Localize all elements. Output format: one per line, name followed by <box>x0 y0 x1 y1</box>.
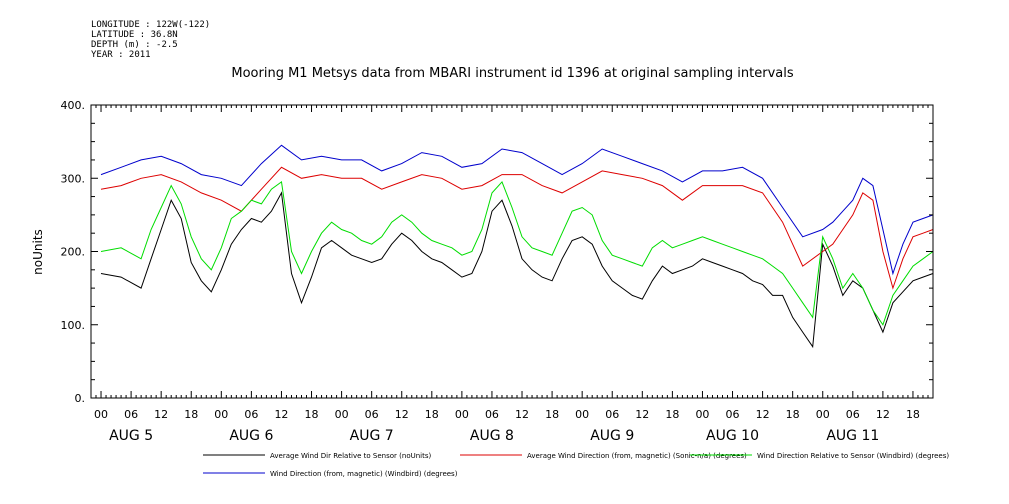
meta-depth: DEPTH (m) : -2.5 <box>91 40 178 50</box>
x-hour-label: 18 <box>786 408 800 421</box>
plot-frame <box>90 104 934 399</box>
x-hour-label: 00 <box>816 408 830 421</box>
x-hour-label: 12 <box>756 408 770 421</box>
x-hour-label: 06 <box>846 408 860 421</box>
x-hour-label: 12 <box>876 408 890 421</box>
x-hour-label: 12 <box>635 408 649 421</box>
x-hour-label: 06 <box>365 408 379 421</box>
x-hour-label: 18 <box>545 408 559 421</box>
legend-label-4: Wind Direction (from, magnetic) (Windbir… <box>270 470 458 478</box>
x-hour-label: 00 <box>575 408 589 421</box>
x-hour-label: 18 <box>425 408 439 421</box>
x-hour-label: 12 <box>274 408 288 421</box>
y-tick-label: 400. <box>61 99 86 112</box>
x-hour-label: 12 <box>515 408 529 421</box>
y-tick-label: 0. <box>75 392 86 405</box>
y-tick-label: 300. <box>61 172 86 185</box>
legend-label-3: Wind Direction Relative to Sensor (Windb… <box>757 452 949 460</box>
series-line-3 <box>100 180 934 326</box>
y-tick-label: 100. <box>61 319 86 332</box>
legend: Average Wind Dir Relative to Sensor (noU… <box>203 452 949 478</box>
y-axis: 0. 100. 200. 300. 400. <box>61 99 933 405</box>
y-axis-label: noUnits <box>31 229 45 275</box>
x-day-label: AUG 8 <box>470 428 514 444</box>
x-hour-label: 06 <box>244 408 258 421</box>
series-line-4 <box>100 144 934 276</box>
x-day-label: AUG 11 <box>826 428 879 444</box>
x-hour-label: 00 <box>335 408 349 421</box>
x-hour-label: 18 <box>184 408 198 421</box>
legend-label-2: Average Wind Direction (from, magnetic) … <box>527 452 747 460</box>
x-day-label: AUG 9 <box>590 428 634 444</box>
x-hour-label: 00 <box>94 408 108 421</box>
x-hour-label: 12 <box>395 408 409 421</box>
meta-longitude: LONGITUDE : 122W(-122) <box>91 20 211 30</box>
x-hour-label: 18 <box>665 408 679 421</box>
x-day-label: AUG 6 <box>229 428 273 444</box>
series-line-2 <box>100 166 934 290</box>
x-hour-label: 06 <box>485 408 499 421</box>
chart-title: Mooring M1 Metsys data from MBARI instru… <box>231 66 794 81</box>
series-line-1 <box>100 191 934 349</box>
x-hour-label: 00 <box>214 408 228 421</box>
x-hour-label: 06 <box>124 408 138 421</box>
x-hour-label: 18 <box>305 408 319 421</box>
series-layer <box>100 144 934 349</box>
x-hour-label: 12 <box>154 408 168 421</box>
x-day-label: AUG 5 <box>109 428 153 444</box>
meta-latitude: LATITUDE : 36.8N <box>91 30 178 40</box>
x-hour-label: 06 <box>605 408 619 421</box>
x-hour-label: 18 <box>906 408 920 421</box>
x-hour-label: 00 <box>455 408 469 421</box>
x-day-label: AUG 7 <box>350 428 394 444</box>
meta-year: YEAR : 2011 <box>91 50 151 60</box>
x-hour-label: 06 <box>726 408 740 421</box>
y-tick-label: 200. <box>61 246 86 259</box>
x-hour-label: 00 <box>695 408 709 421</box>
metadata-block: LONGITUDE : 122W(-122) LATITUDE : 36.8N … <box>91 20 210 60</box>
x-day-label: AUG 10 <box>706 428 759 444</box>
legend-label-1: Average Wind Dir Relative to Sensor (noU… <box>270 452 431 460</box>
